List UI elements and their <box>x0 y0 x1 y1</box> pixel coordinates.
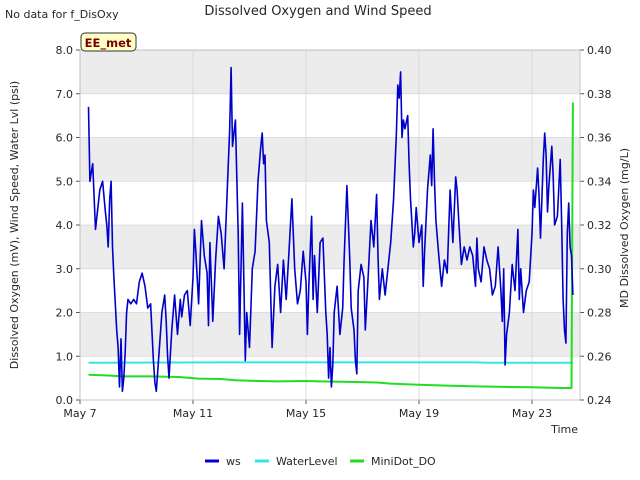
series-layer <box>87 66 574 393</box>
y-right-tick-label: 0.24 <box>587 394 612 407</box>
y-right-tick-label: 0.30 <box>587 263 612 276</box>
y-left-tick-label: 0.0 <box>56 394 74 407</box>
y-right-tick-label: 0.36 <box>587 132 612 145</box>
legend-label: WaterLevel <box>276 455 338 468</box>
y-left-tick-label: 5.0 <box>56 175 74 188</box>
y-axis-right-label: MD Dissolved Oxygen (mg/L) <box>618 148 631 308</box>
ee-met-label: EE_met <box>85 36 132 51</box>
legend-label: ws <box>226 455 241 468</box>
axes: 0.0 1.0 2.0 3.0 4.0 5.0 6.0 7.0 8.0 0.24 0.26 0.28 0… <box>56 44 612 420</box>
x-axis-label: Time <box>550 423 578 436</box>
legend-label: MiniDot_DO <box>371 455 436 468</box>
y-left-tick-label: 6.0 <box>56 132 74 145</box>
x-tick-label: May 7 <box>63 407 96 420</box>
x-tick-label: May 15 <box>286 407 326 420</box>
chart-title: Dissolved Oxygen and Wind Speed <box>204 4 431 19</box>
x-tick-label: May 23 <box>512 407 552 420</box>
y-right-tick-label: 0.38 <box>587 88 612 101</box>
series-line-ws <box>87 66 574 393</box>
plot-frame <box>79 49 581 401</box>
legend: ws WaterLevel MiniDot_DO <box>205 455 436 468</box>
y-right-tick-label: 0.28 <box>587 307 612 320</box>
y-right-tick-label: 0.26 <box>587 350 612 363</box>
series-line-minidot_do <box>88 102 574 389</box>
y-axis-left-label: Dissolved Oxygen (mV), Wind Speed, Water… <box>8 81 21 369</box>
y-left-tick-label: 4.0 <box>56 219 74 232</box>
no-data-note: No data for f_DisOxy <box>5 8 119 21</box>
y-left-tick-label: 8.0 <box>56 44 74 57</box>
y-right-tick-label: 0.34 <box>587 175 612 188</box>
y-right-tick-label: 0.40 <box>587 44 612 57</box>
y-left-tick-label: 1.0 <box>56 350 74 363</box>
y-left-tick-label: 3.0 <box>56 263 74 276</box>
y-left-tick-label: 7.0 <box>56 88 74 101</box>
y-left-tick-label: 2.0 <box>56 307 74 320</box>
x-tick-label: May 11 <box>173 407 213 420</box>
ee-met-badge: EE_met <box>80 32 137 52</box>
y-right-tick-label: 0.32 <box>587 219 612 232</box>
x-tick-label: May 19 <box>399 407 439 420</box>
